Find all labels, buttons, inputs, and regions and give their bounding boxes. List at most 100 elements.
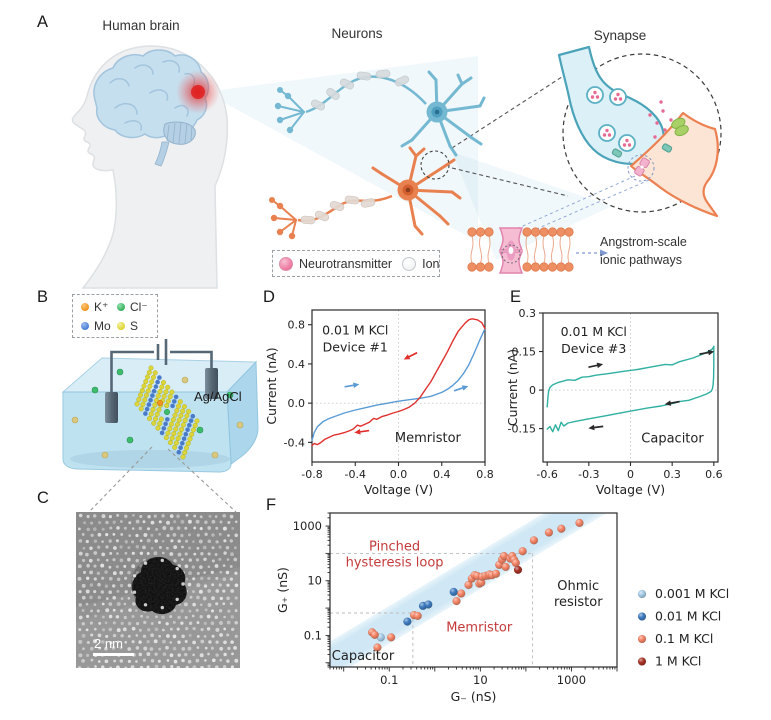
ion-icon [402,256,417,271]
title-neurons: Neurons [331,26,383,41]
svg-text:-0.4: -0.4 [345,468,366,481]
svg-text:G₋ (nS): G₋ (nS) [451,689,497,704]
svg-text:-0.4: -0.4 [284,436,305,449]
svg-text:0.01 M KCl: 0.01 M KCl [561,324,627,339]
human-brain-illustration [71,45,229,289]
svg-text:0.1: 0.1 [304,628,322,642]
synaptic-vesicles [586,86,636,152]
svg-text:0.01 M KCl: 0.01 M KCl [322,322,388,337]
svg-text:0.15: 0.15 [512,346,537,359]
synapse-dashed-circle [562,53,722,213]
cell-legend: K⁺ Cl⁻ Mo S [72,294,158,338]
neuron-legend: Neurotransmitter Ion [272,250,440,277]
svg-text:0.01 M KCl: 0.01 M KCl [655,609,721,624]
green-receptor-icon [671,117,689,137]
panel-label-e: E [510,288,522,306]
svg-text:0.0: 0.0 [288,397,306,410]
svg-text:1000: 1000 [293,519,322,533]
panel-label-c: C [37,489,49,507]
lipid-bilayer [467,227,608,274]
svg-text:-0.6: -0.6 [536,468,557,481]
svg-text:0: 0 [529,384,536,397]
svg-text:Voltage (V): Voltage (V) [364,482,433,497]
presynaptic-terminal [557,45,665,165]
brainstem [154,141,170,167]
potassium-ion-icon [81,302,89,311]
panel-label-f: F [266,496,277,514]
svg-text:Memristor: Memristor [446,621,513,636]
svg-text:-0.3: -0.3 [578,468,599,481]
scale-bar-label: 2 nm [94,636,123,651]
svg-text:10: 10 [473,673,488,687]
cerebellum-stripes [166,121,193,145]
solution-ions [71,368,244,459]
sulfur-label: S [130,318,139,333]
svg-text:10: 10 [307,574,322,588]
svg-text:Device #1: Device #1 [323,339,388,354]
svg-text:0.001 M KCl: 0.001 M KCl [655,586,729,601]
orange-myelin [300,195,376,225]
title-synapse: Synapse [593,28,647,43]
svg-text:0.3: 0.3 [663,468,681,481]
chart-conductance-scatter: 0.1 10 1000 0.1 10 1000 G₋ (nS) G₊ (nS) Pinchedh… [275,512,729,704]
svg-text:Ohmic: Ohmic [557,579,599,594]
sulfur-icon [117,321,125,330]
membrane-protein-icon [498,227,524,274]
svg-text:0.4: 0.4 [433,468,451,481]
liquid-cell-illustration [61,339,259,513]
svg-text:Capacitor: Capacitor [332,649,395,664]
svg-text:0.8: 0.8 [288,319,306,332]
chloride-label: Cl⁻ [130,299,148,314]
svg-text:Device #3: Device #3 [561,341,626,356]
svg-text:1000: 1000 [557,673,586,687]
svg-text:0.8: 0.8 [476,468,494,481]
cerebellum [163,121,196,145]
svg-text:G₊ (nS): G₊ (nS) [275,567,290,613]
svg-text:Pinched: Pinched [369,540,420,555]
svg-text:0.4: 0.4 [288,358,306,371]
svg-text:Current (nA): Current (nA) [505,349,520,426]
svg-text:-0.8: -0.8 [301,468,322,481]
panel-label-b: B [37,288,49,306]
title-human-brain: Human brain [102,18,180,33]
vesicle-neurotransmitters [590,90,632,147]
panel-label-a: A [37,13,49,31]
ion-label: Ion [422,256,440,271]
svg-text:hysteresis loop: hysteresis loop [346,556,444,571]
angstrom-annotation-line1: Angstrom-scale [600,235,687,249]
svg-text:1 M KCl: 1 M KCl [655,654,701,669]
mos2-flake [134,365,200,460]
tem-image [76,512,240,670]
neurons-illustration [269,69,486,240]
chloride-ion-icon [117,302,125,311]
svg-text:0.1: 0.1 [380,673,398,687]
svg-text:-0.15: -0.15 [508,423,536,436]
channel-zoom-circle [627,154,655,182]
angstrom-annotation-line2: ionic pathways [600,253,682,267]
svg-text:Capacitor: Capacitor [641,432,704,447]
pink-channel-icon [634,157,650,177]
teal-receptor-icon [611,143,673,158]
electrode-left [105,392,118,423]
svg-text:0.1 M KCl: 0.1 M KCl [655,631,713,646]
electrode-label: Ag/AgCl [194,389,242,404]
blue-axon-terminal [274,87,305,134]
svg-text:0: 0 [627,468,634,481]
svg-text:0.0: 0.0 [390,468,408,481]
orange-axon-terminal [269,197,297,240]
blue-myelin [310,69,410,111]
panel-label-d: D [263,288,275,306]
neurotransmitter-label: Neurotransmitter [299,256,393,271]
svg-text:0.3: 0.3 [519,307,537,320]
brain-gyri [109,60,196,131]
svg-text:Current (nA): Current (nA) [264,347,279,424]
svg-text:resistor: resistor [554,595,603,610]
synapse-zoom-circle [420,150,450,180]
potassium-label: K⁺ [94,299,109,314]
postsynaptic-terminal [629,111,719,218]
neurotransmitter-icon [279,256,293,271]
svg-text:0.6: 0.6 [705,468,723,481]
molybdenum-icon [81,321,89,330]
